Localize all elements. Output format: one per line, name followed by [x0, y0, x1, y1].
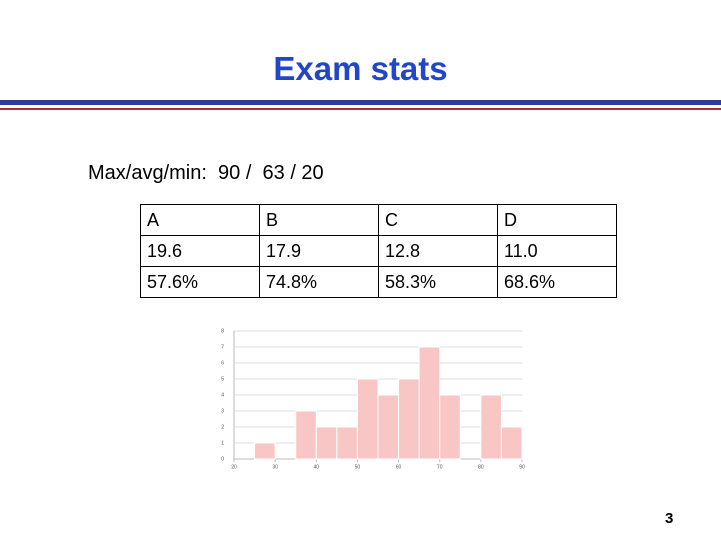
table-cell: 68.6%	[497, 266, 617, 298]
bar	[500, 426, 523, 460]
y-tick-label: 2	[221, 424, 224, 430]
summary: Max/avg/min: 90 / 63 / 20	[88, 162, 324, 184]
stats-table: A B C D 19.6 17.9 12.8 11.0 57.6% 74.8% 58.3% 68.6%	[140, 204, 617, 298]
table-cell: 17.9	[259, 235, 379, 267]
y-tick-label: 4	[221, 392, 224, 398]
table-cell: A	[140, 204, 260, 236]
y-tick-label: 5	[221, 376, 224, 382]
table-cell: 19.6	[140, 235, 260, 267]
table-cell: C	[378, 204, 498, 236]
y-tick-label: 3	[221, 408, 224, 414]
bar	[315, 426, 338, 460]
page-number: 3	[665, 510, 674, 527]
y-tick-label: 0	[221, 456, 224, 462]
x-tick-label: 90	[519, 464, 525, 470]
y-tick-label: 1	[221, 440, 224, 446]
table-cell: D	[497, 204, 617, 236]
divider	[0, 108, 721, 110]
bar	[336, 426, 358, 460]
table-cell: 58.3%	[378, 266, 498, 298]
x-tick-label: 50	[355, 464, 361, 470]
y-tick-label: 7	[221, 344, 224, 350]
x-tick-label: 20	[231, 464, 237, 470]
bar	[418, 346, 441, 460]
x-tick-label: 60	[396, 464, 402, 470]
table-row: 57.6% 74.8% 58.3% 68.6%	[140, 266, 617, 298]
table-row: 19.6 17.9 12.8 11.0	[140, 235, 617, 267]
table-cell: 57.6%	[140, 266, 260, 298]
slide-title: Exam stats	[273, 50, 448, 87]
y-tick-label: 8	[221, 328, 224, 334]
bar	[295, 410, 317, 460]
bar	[480, 394, 502, 460]
divider	[0, 100, 721, 105]
x-tick-label: 40	[314, 464, 320, 470]
x-tick-label: 30	[272, 464, 278, 470]
table-cell: 74.8%	[259, 266, 379, 298]
bar	[356, 378, 379, 460]
bar	[377, 394, 400, 460]
bar	[254, 442, 276, 460]
x-tick-label: 70	[437, 464, 443, 470]
table-cell: 11.0	[497, 235, 617, 267]
y-tick-label: 6	[221, 360, 224, 366]
bar	[398, 378, 420, 460]
bar	[439, 394, 461, 460]
x-tick-label: 80	[478, 464, 484, 470]
